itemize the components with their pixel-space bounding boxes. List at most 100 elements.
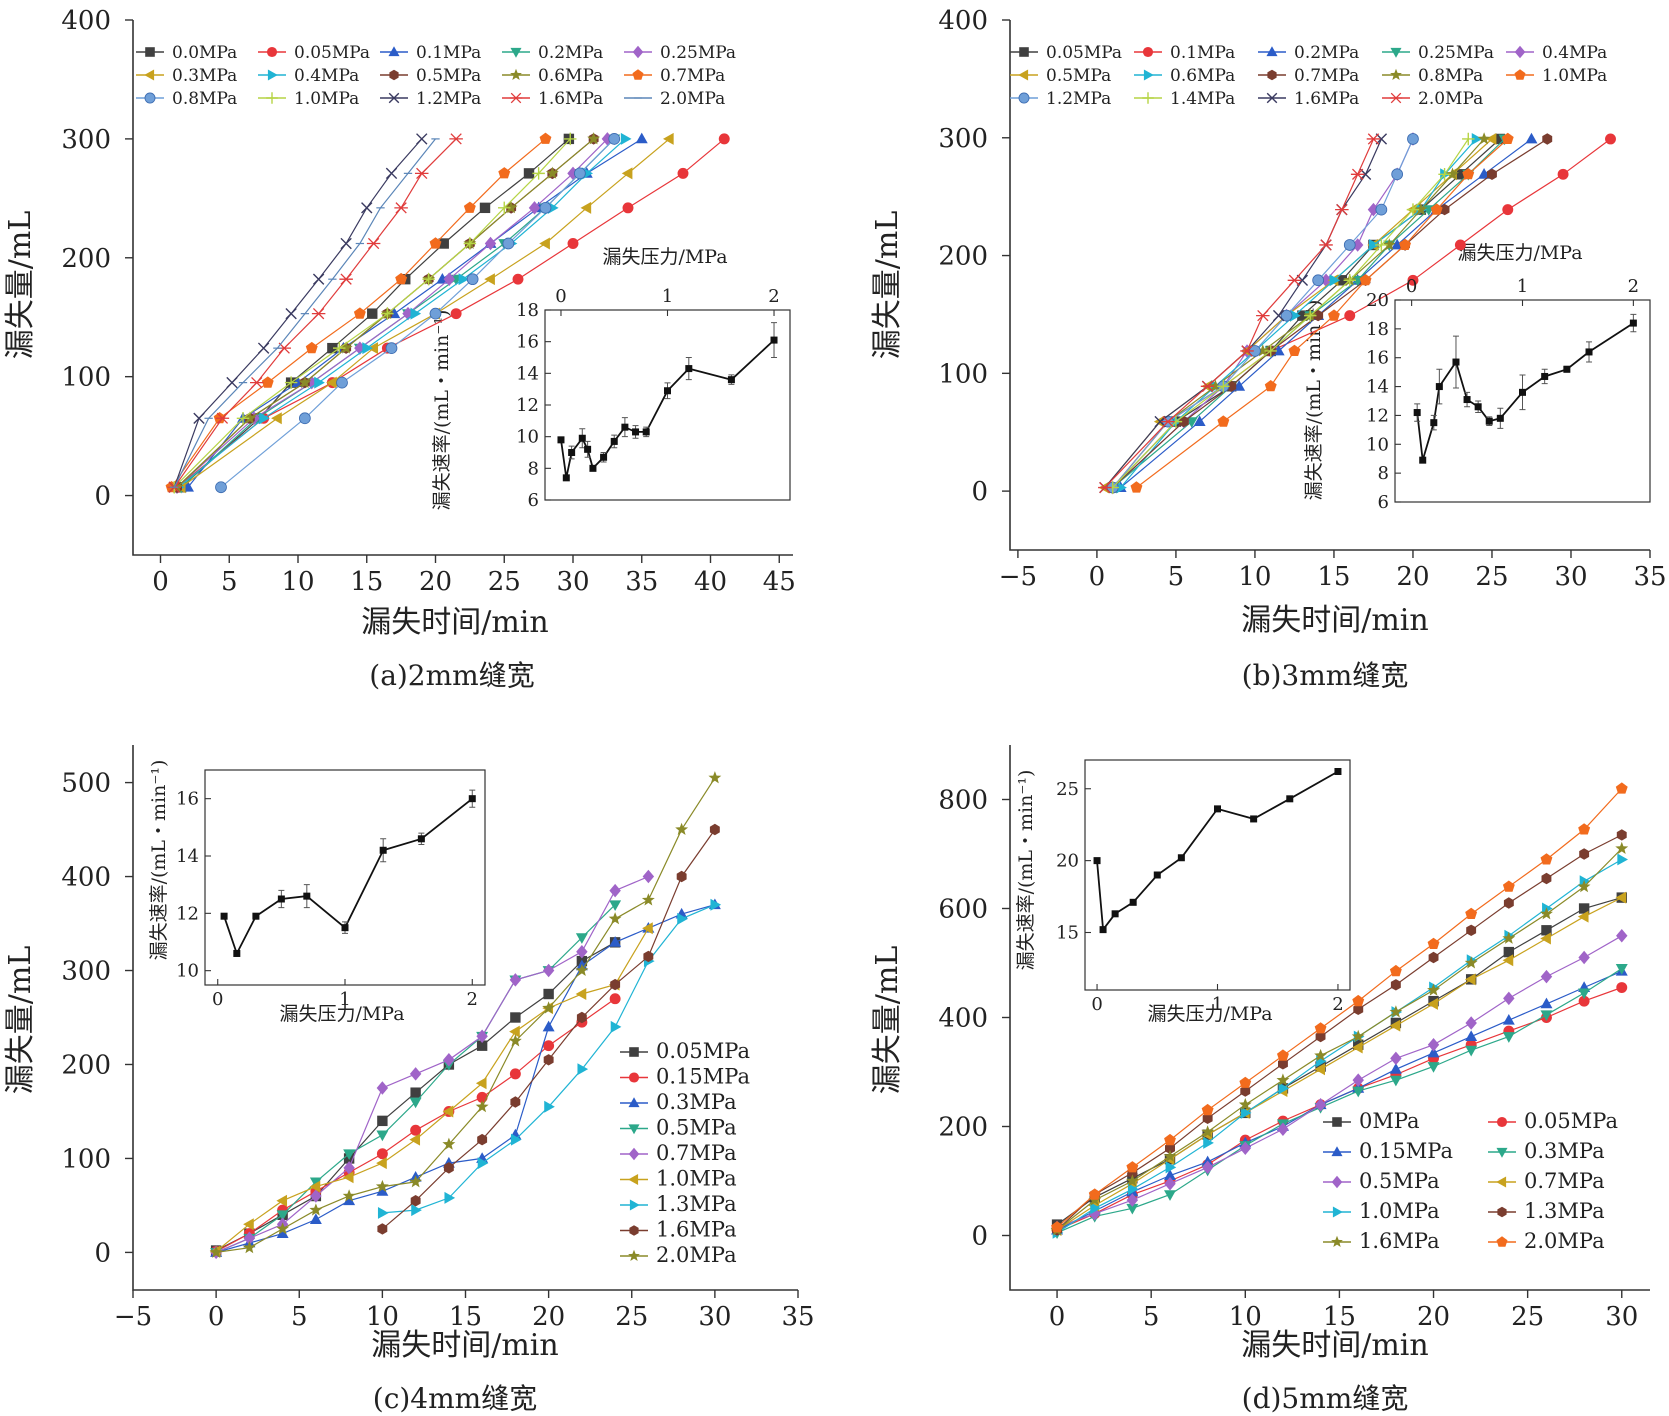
inset-y-tick-label: 18	[1366, 319, 1389, 340]
data-point	[1541, 925, 1552, 936]
panel-a-caption: (a)2mm缝宽	[369, 659, 534, 692]
data-point	[410, 1195, 421, 1207]
data-point	[1542, 133, 1553, 145]
panel-d-caption: (d)5mm缝宽	[1242, 1382, 1409, 1415]
data-point	[1350, 168, 1365, 180]
data-point	[718, 133, 730, 145]
inset-series-line	[1096, 770, 1339, 932]
data-point	[1465, 1045, 1478, 1057]
data-point	[510, 1012, 521, 1023]
data-point	[642, 922, 653, 935]
inset-data-point	[1093, 857, 1101, 865]
panel-c-xlabel: 漏失时间/min	[371, 1328, 558, 1363]
data-point	[1240, 1085, 1251, 1097]
panel-d-chart: (d)5mm缝宽 漏失时间/min 漏失量/mL 漏失压力/MPa 漏失速率/(…	[870, 745, 1650, 1415]
x-tick-label: 10	[281, 567, 314, 597]
data-point	[463, 237, 477, 250]
legend-marker	[629, 1225, 639, 1236]
x-tick-label: 0	[1049, 1302, 1066, 1332]
data-point	[498, 167, 511, 179]
data-point	[215, 412, 230, 424]
inset-x-tick-label: 2	[467, 989, 478, 1010]
data-point	[1502, 954, 1514, 967]
data-point	[1277, 1049, 1289, 1061]
inset-data-point	[1250, 815, 1258, 823]
data-point	[1351, 1041, 1363, 1054]
data-point	[641, 893, 655, 906]
data-point	[1525, 132, 1538, 144]
data-point	[1178, 415, 1189, 428]
legend-marker	[388, 46, 400, 57]
panel-b-chart: (b)3mm缝宽 漏失时间/min 漏失量/mL 漏失压力/MPa 漏失速率/(…	[870, 6, 1667, 692]
legend-label: 2.0MPa	[660, 89, 725, 109]
legend-label: 0.4MPa	[294, 66, 359, 86]
data-point	[377, 1223, 388, 1235]
data-point	[675, 822, 689, 835]
data-point	[311, 307, 326, 320]
legend-label: 2.0MPa	[1524, 1229, 1605, 1253]
legend-label: 0.7MPa	[656, 1141, 737, 1165]
inset-data-point	[341, 924, 349, 932]
data-point	[243, 1231, 256, 1246]
inset-data-point	[1563, 365, 1571, 373]
legend-label: 1.3MPa	[656, 1192, 737, 1216]
data-point	[1578, 903, 1590, 914]
y-tick-label: 0	[94, 1238, 111, 1268]
data-point	[1127, 1183, 1139, 1196]
y-tick-label: 200	[61, 244, 111, 274]
x-tick-label: 0	[208, 1302, 225, 1332]
data-point	[1313, 309, 1324, 322]
data-point	[410, 307, 422, 320]
data-point	[1164, 1176, 1176, 1191]
data-point	[608, 133, 621, 145]
data-point	[1465, 1016, 1477, 1030]
inset-data-point	[578, 434, 586, 442]
data-point	[1427, 1037, 1440, 1052]
data-point	[410, 1087, 421, 1098]
data-point	[366, 237, 381, 250]
data-point	[1494, 133, 1506, 145]
legend-marker	[389, 69, 399, 81]
data-point	[1201, 1160, 1214, 1175]
inset-y-tick-label: 10	[176, 961, 199, 982]
data-point	[1578, 995, 1590, 1007]
data-point	[1312, 274, 1325, 287]
series-line-0.5MPa	[1056, 935, 1623, 1228]
data-point	[620, 132, 632, 145]
data-point	[1240, 1106, 1252, 1119]
data-point	[1314, 1063, 1326, 1076]
legend-marker	[1496, 1176, 1507, 1188]
data-point	[1466, 924, 1477, 936]
inset-data-point	[1463, 396, 1471, 404]
inset-y-tick-label: 25	[1056, 779, 1079, 800]
inset-y-tick-label: 10	[516, 427, 539, 448]
inset-data-point	[621, 423, 629, 431]
legend-marker	[1266, 46, 1278, 57]
data-point	[1390, 979, 1401, 991]
data-point	[1577, 879, 1591, 893]
legend-marker	[1267, 69, 1277, 81]
data-point	[1351, 1029, 1365, 1042]
data-point	[1465, 907, 1478, 919]
data-point	[215, 481, 227, 494]
legend-label: 0.7MPa	[1294, 66, 1359, 86]
data-point	[1438, 168, 1451, 181]
data-point	[1399, 238, 1411, 250]
data-point	[1375, 203, 1388, 216]
series-line-0.7MPa	[1112, 138, 1548, 489]
data-point	[475, 1077, 487, 1090]
data-point	[484, 236, 497, 251]
legend-label: 1.3MPa	[1524, 1199, 1605, 1223]
data-point	[580, 201, 592, 214]
data-point	[377, 1115, 388, 1127]
data-point	[1540, 1010, 1553, 1022]
data-point	[484, 273, 495, 286]
data-point	[567, 166, 579, 181]
data-point	[1314, 1048, 1327, 1062]
data-point	[1540, 907, 1553, 920]
data-point	[276, 1194, 288, 1207]
x-tick-label: 15	[1317, 562, 1350, 592]
legend-label: 0.6MPa	[538, 66, 603, 86]
data-point	[509, 1068, 521, 1080]
